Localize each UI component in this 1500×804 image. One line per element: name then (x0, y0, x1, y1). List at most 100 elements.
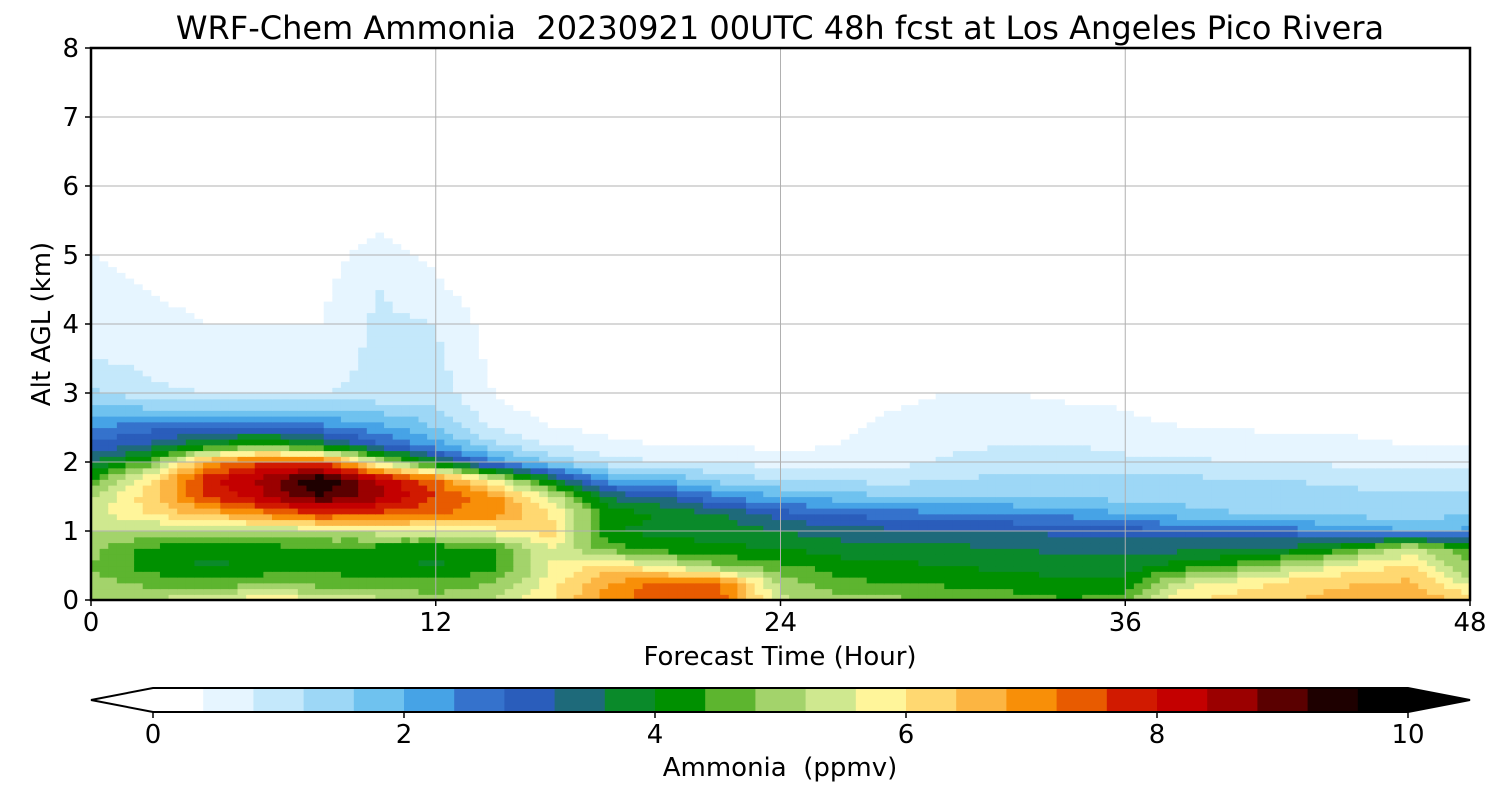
heatmap-cell (306, 450, 316, 457)
heatmap-cell (91, 582, 101, 590)
heatmap-cell (978, 519, 988, 526)
heatmap-cell (702, 565, 713, 572)
heatmap-cell (814, 479, 825, 486)
heatmap-cell (435, 502, 445, 509)
heatmap-cell (194, 444, 204, 452)
heatmap-cell (1073, 565, 1083, 572)
heatmap-cell (918, 462, 928, 469)
heatmap-cell (306, 490, 316, 498)
heatmap-cell (315, 456, 325, 463)
heatmap-cell (116, 502, 127, 509)
heatmap-cell (168, 542, 178, 549)
heatmap-cell (392, 433, 402, 440)
heatmap-cell (1228, 450, 1238, 457)
heatmap-cell (185, 554, 196, 561)
heatmap-cell (99, 479, 109, 486)
heatmap-cell (608, 439, 618, 446)
heatmap-cell (651, 479, 661, 486)
heatmap-cell (556, 473, 566, 480)
heatmap-cell (185, 444, 196, 452)
heatmap-cell (633, 536, 644, 544)
heatmap-cell (866, 513, 876, 521)
heatmap-cell (418, 502, 428, 509)
heatmap-cell (1452, 508, 1462, 515)
heatmap-cell (995, 513, 1006, 521)
heatmap-cell (582, 525, 592, 532)
heatmap-cell (1013, 559, 1023, 567)
heatmap-cell (1090, 594, 1100, 601)
heatmap-cell (306, 467, 316, 475)
heatmap-cell (116, 519, 127, 526)
heatmap-cell (789, 582, 799, 590)
heatmap-cell (1125, 496, 1135, 503)
heatmap-cell (116, 531, 127, 538)
heatmap-cell (444, 577, 454, 584)
heatmap-cell (849, 479, 859, 486)
heatmap-cell (651, 439, 661, 446)
heatmap-cell (1263, 588, 1273, 595)
heatmap-cell (1185, 531, 1195, 538)
heatmap-cell (995, 485, 1006, 492)
heatmap-cell (1142, 571, 1152, 578)
heatmap-cell (1271, 467, 1281, 475)
heatmap-cell (789, 462, 799, 469)
heatmap-cell (1418, 502, 1428, 509)
heatmap-cell (1401, 508, 1411, 515)
heatmap-cell (814, 565, 825, 572)
heatmap-cell (909, 490, 919, 498)
heatmap-cell (1116, 439, 1126, 446)
heatmap-cell (1021, 473, 1032, 480)
heatmap-cell (935, 479, 945, 486)
heatmap-cell (849, 490, 859, 498)
heatmap-cell (1220, 525, 1230, 532)
heatmap-cell (685, 582, 695, 590)
heatmap-cell (384, 456, 394, 463)
heatmap-cell (1297, 519, 1307, 526)
heatmap-cell (349, 554, 359, 561)
heatmap-cell (375, 467, 385, 475)
heatmap-cell (194, 473, 204, 480)
heatmap-cell (1021, 559, 1032, 567)
heatmap-cell (1073, 519, 1083, 526)
heatmap-cell (289, 502, 299, 509)
heatmap-cell (315, 479, 325, 486)
heatmap-cell (1090, 548, 1100, 555)
heatmap-cell (565, 490, 575, 498)
heatmap-cell (1064, 473, 1075, 480)
heatmap-cell (763, 467, 773, 475)
heatmap-cell (1383, 565, 1394, 572)
heatmap-cell (513, 577, 523, 584)
heatmap-cell (875, 588, 885, 595)
heatmap-cell (633, 427, 644, 434)
heatmap-cell (108, 531, 118, 538)
heatmap-cell (125, 548, 135, 555)
heatmap-cell (461, 542, 471, 549)
heatmap-cell (116, 467, 127, 475)
heatmap-cell (685, 467, 695, 475)
heatmap-cell (435, 577, 445, 584)
heatmap-cell (1211, 513, 1221, 521)
heatmap-cell (1021, 588, 1032, 595)
heatmap-cell (840, 433, 851, 440)
heatmap-cell (142, 450, 152, 457)
heatmap-cell (1185, 490, 1195, 498)
heatmap-cell (1220, 519, 1230, 526)
heatmap-cell (547, 496, 558, 503)
heatmap-cell (1202, 444, 1213, 452)
heatmap-cell (565, 433, 575, 440)
heatmap-cell (323, 485, 333, 492)
heatmap-cell (435, 571, 445, 578)
heatmap-cell (504, 450, 514, 457)
heatmap-cell (332, 542, 342, 549)
heatmap-cell (1280, 427, 1290, 434)
heatmap-cell (565, 554, 575, 561)
heatmap-cell (849, 485, 859, 492)
heatmap-cell (1099, 508, 1109, 515)
heatmap-cell (530, 559, 540, 567)
heatmap-cell (677, 559, 687, 567)
heatmap-cell (883, 462, 894, 469)
heatmap-cell (1047, 485, 1057, 492)
heatmap-cell (1056, 450, 1066, 457)
heatmap-cell (1357, 444, 1368, 452)
heatmap-cell (1306, 421, 1316, 429)
